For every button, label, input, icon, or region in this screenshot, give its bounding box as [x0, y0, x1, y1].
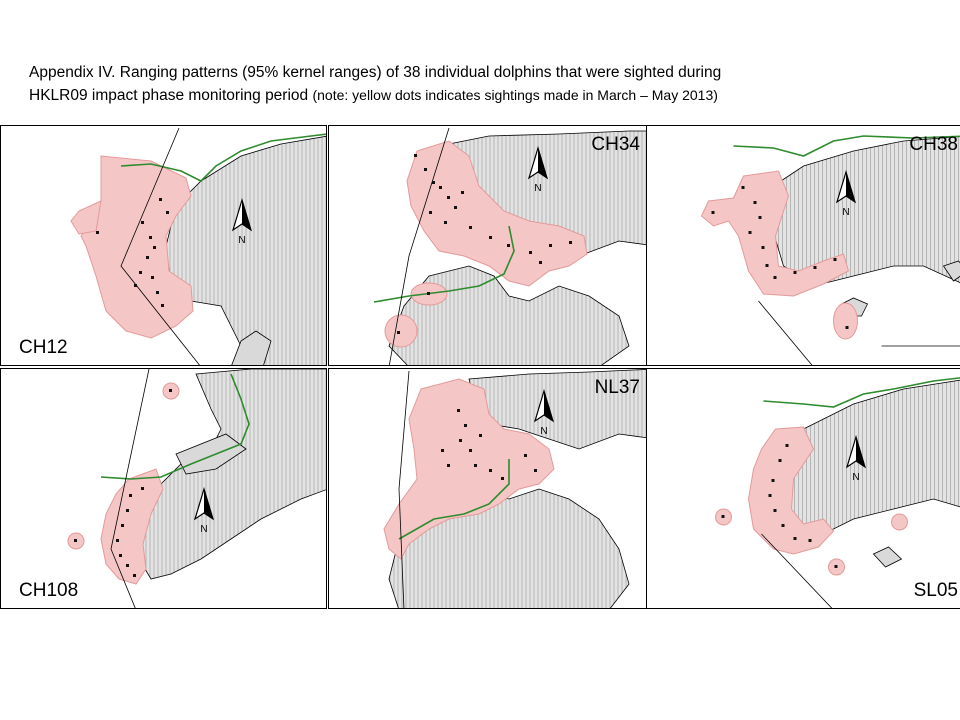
north-label: N — [852, 472, 859, 483]
north-arrow-icon: N — [845, 434, 867, 483]
boundary-line — [100, 373, 250, 480]
sighting-dots — [721, 444, 838, 568]
north-arrow: N — [525, 145, 551, 194]
sighting-dots — [711, 186, 849, 329]
kernel-range — [747, 426, 835, 555]
island — [872, 546, 903, 568]
north-arrow: N — [191, 486, 217, 535]
north-arrow-icon: N — [533, 388, 555, 437]
kernel-range — [80, 155, 194, 339]
caption-line-1: Appendix IV. Ranging patterns (95% kerne… — [29, 64, 722, 81]
kernel-range — [383, 378, 555, 560]
north-arrow-icon: N — [835, 169, 857, 218]
north-arrow-icon: N — [193, 486, 215, 535]
kernel-range-lobe — [384, 314, 418, 348]
kernel-range — [406, 140, 588, 287]
kernel-range — [700, 170, 850, 297]
map-panel-ch108: N CH108 — [0, 368, 327, 609]
map-ch38 — [700, 135, 960, 365]
north-label: N — [200, 524, 207, 535]
north-arrow: N — [229, 197, 255, 246]
map-ch108 — [67, 369, 326, 608]
map-panel-ch34: N CH34 — [328, 125, 655, 366]
figure-caption: Appendix IV. Ranging patterns (95% kerne… — [29, 62, 929, 107]
kernel-range-lobe — [891, 513, 908, 531]
map-sl05 — [715, 377, 960, 608]
panel-label: CH12 — [19, 337, 68, 358]
boundary-black-line — [761, 533, 833, 608]
boundary-line — [733, 135, 960, 157]
boundary-black-line — [120, 127, 200, 365]
panel-label: SL05 — [913, 580, 958, 601]
kernel-range-lobe — [70, 200, 102, 235]
panel-label: NL37 — [594, 377, 640, 398]
island — [942, 260, 960, 282]
north-arrow: N — [531, 388, 557, 437]
sighting-dots — [441, 409, 537, 480]
north-label: N — [534, 183, 541, 194]
kernel-range — [100, 468, 164, 585]
sighting-dots — [96, 198, 169, 307]
boundary-black-line — [398, 370, 410, 608]
caption-note: (note: yellow dots indicates sightings m… — [312, 87, 718, 103]
kernel-range-lobe — [833, 302, 858, 340]
north-label: N — [842, 207, 849, 218]
north-arrow-icon: N — [527, 145, 549, 194]
boundary-black-line — [388, 127, 450, 365]
map-panel-nl37: N NL37 — [328, 368, 655, 609]
caption-line-2-main: HKLR09 impact phase monitoring period — [29, 87, 313, 104]
island — [231, 330, 272, 365]
boundary-line — [763, 377, 960, 408]
sighting-dots — [397, 154, 572, 334]
land-mass — [771, 136, 960, 287]
map-panel-ch38: N CH38 — [646, 125, 960, 366]
north-label: N — [540, 426, 547, 437]
north-arrow: N — [843, 434, 869, 483]
panel-label: CH38 — [909, 134, 958, 155]
caption-line-2: HKLR09 impact phase monitoring period (n… — [29, 84, 929, 107]
panel-label: CH34 — [591, 134, 640, 155]
island — [175, 433, 247, 475]
north-arrow: N — [833, 169, 859, 218]
boundary-line — [398, 459, 510, 540]
boundary-line — [373, 225, 515, 303]
map-ch12 — [70, 127, 326, 365]
north-arrow-icon: N — [231, 197, 253, 246]
land-mass — [783, 379, 960, 535]
map-panel-ch12: N CH12 — [0, 125, 327, 366]
map-ch34 — [373, 127, 654, 365]
panel-label: CH108 — [19, 580, 79, 601]
map-panel-sl05: N SL05 — [646, 368, 960, 609]
north-label: N — [238, 235, 245, 246]
boundary-black-line — [110, 369, 150, 608]
sighting-dots — [74, 389, 172, 577]
map-nl37 — [383, 369, 654, 608]
boundary-black-line — [758, 300, 813, 365]
map-grid: N CH12 N — [0, 125, 960, 609]
land-mass — [165, 135, 326, 365]
boundary-line — [120, 133, 326, 182]
